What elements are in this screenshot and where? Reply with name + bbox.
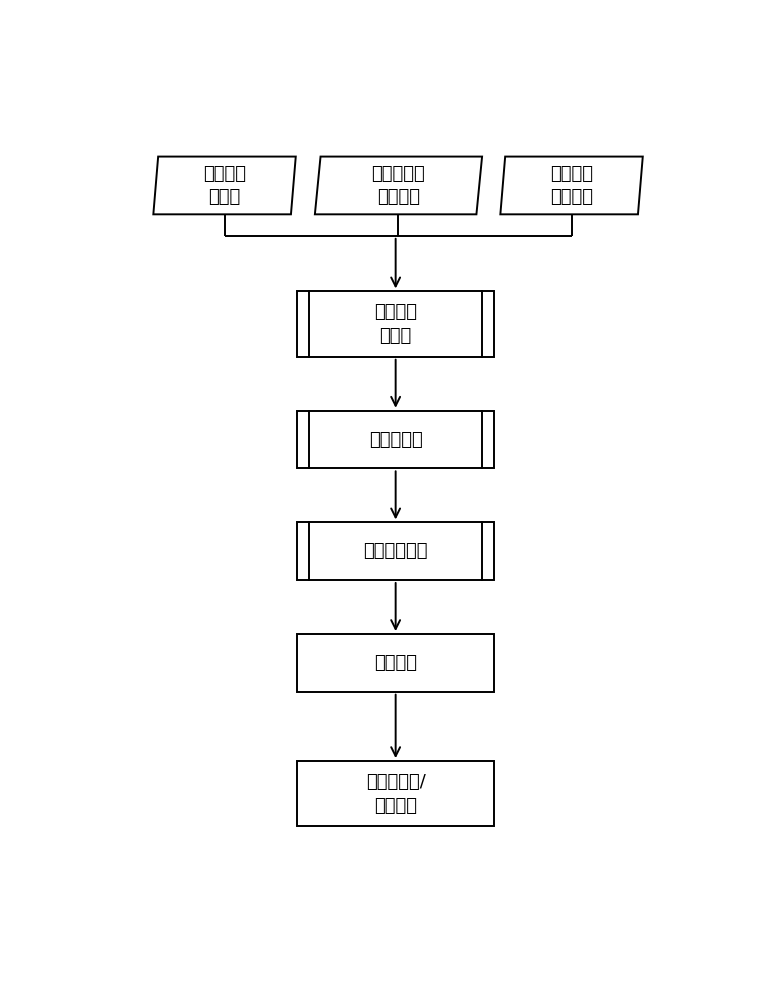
Text: 计算电缆路径: 计算电缆路径 bbox=[364, 542, 428, 560]
Polygon shape bbox=[500, 157, 643, 214]
Text: 系统分类
样式配置: 系统分类 样式配置 bbox=[550, 165, 593, 206]
Text: 解析电缆
清册表: 解析电缆 清册表 bbox=[374, 303, 417, 345]
Text: 导入电缆
清册表: 导入电缆 清册表 bbox=[203, 165, 246, 206]
Text: 延伸段桥架/
线管创建: 延伸段桥架/ 线管创建 bbox=[366, 773, 425, 815]
Text: 配管与桥架
选型配置: 配管与桥架 选型配置 bbox=[371, 165, 425, 206]
Bar bbox=[297, 291, 494, 357]
Bar bbox=[297, 761, 494, 826]
Polygon shape bbox=[154, 157, 296, 214]
Polygon shape bbox=[315, 157, 482, 214]
Text: 创建电缆: 创建电缆 bbox=[374, 654, 417, 672]
Bar bbox=[297, 411, 494, 468]
Bar bbox=[297, 634, 494, 692]
Text: 分析桥架网: 分析桥架网 bbox=[369, 431, 422, 449]
Bar bbox=[297, 522, 494, 580]
